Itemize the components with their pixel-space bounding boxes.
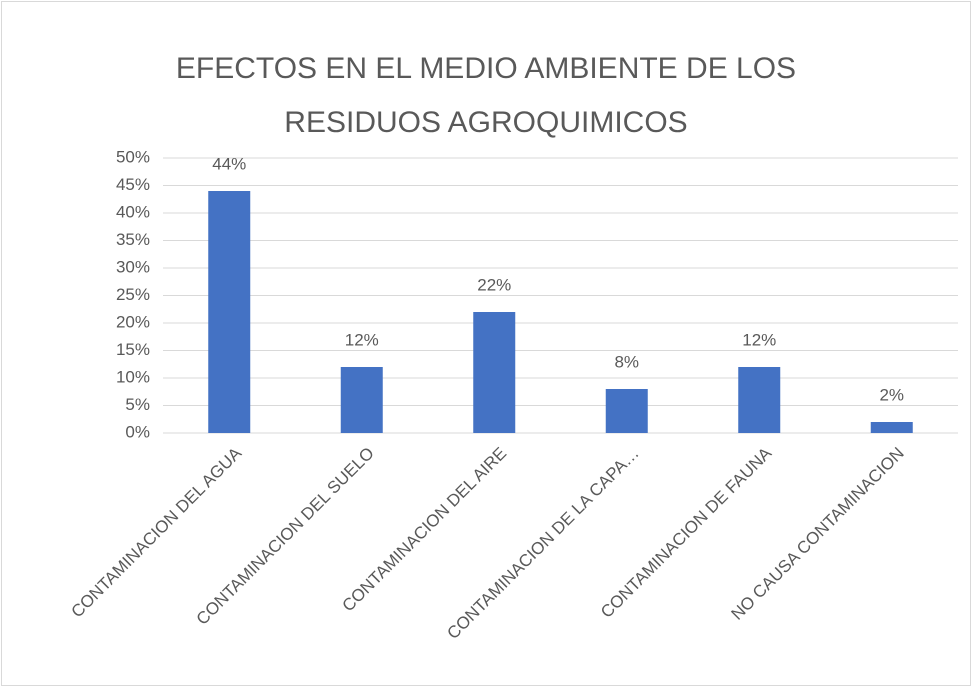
bar [340, 367, 383, 433]
data-label: 12% [742, 330, 776, 349]
y-tick-label: 50% [116, 147, 150, 166]
y-tick-label: 30% [116, 257, 150, 276]
y-tick-label: 15% [116, 340, 150, 359]
bar [870, 422, 913, 433]
data-label: 12% [345, 330, 379, 349]
data-label: 44% [212, 154, 246, 173]
bar [738, 367, 781, 433]
data-label: 8% [614, 352, 639, 371]
data-label: 2% [879, 385, 904, 404]
y-tick-label: 20% [116, 312, 150, 331]
bar [208, 191, 251, 433]
chart-title: EFECTOS EN EL MEDIO AMBIENTE DE LOS RESI… [175, 52, 797, 139]
y-tick-label: 40% [116, 202, 150, 221]
y-tick-label: 35% [116, 230, 150, 249]
bar [605, 389, 648, 433]
y-tick-label: 10% [116, 367, 150, 386]
data-label: 22% [477, 275, 511, 294]
bar [473, 312, 516, 433]
y-tick-label: 25% [116, 285, 150, 304]
y-tick-label: 45% [116, 175, 150, 194]
y-tick-label: 0% [125, 422, 150, 441]
y-tick-label: 5% [125, 395, 150, 414]
